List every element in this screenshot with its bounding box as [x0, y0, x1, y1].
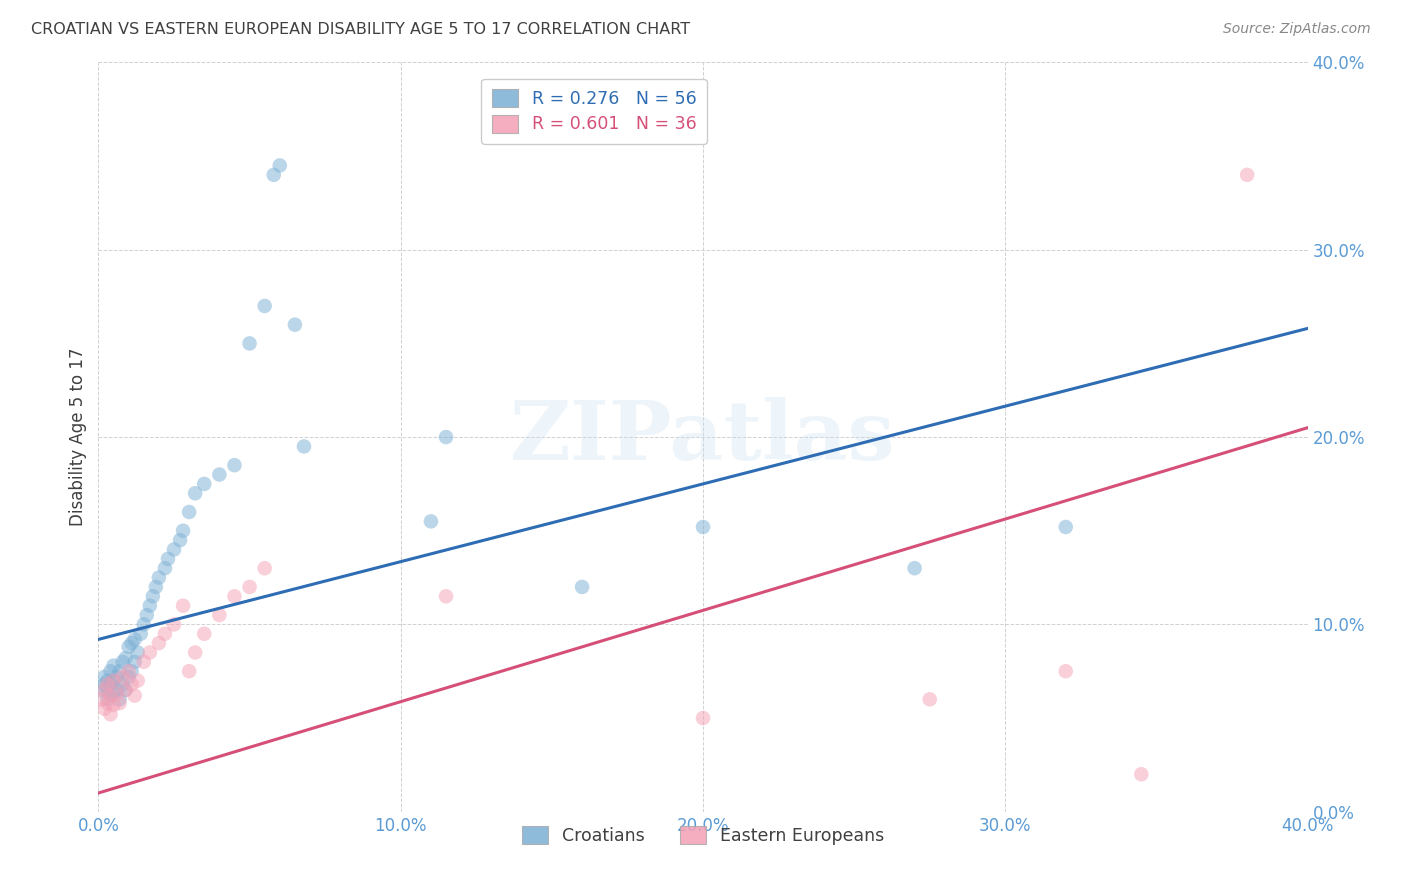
Point: [93, 701, 115, 715]
Point: [111, 677, 134, 691]
Point: [169, 533, 191, 547]
Point: [208, 608, 231, 623]
Point: [105, 670, 128, 684]
Point: [108, 692, 131, 706]
Point: [420, 514, 443, 528]
Point: [253, 561, 276, 575]
Point: [108, 664, 131, 679]
Point: [179, 505, 201, 519]
Point: [105, 687, 128, 701]
Point: [1130, 767, 1153, 781]
Point: [239, 336, 262, 351]
Point: [100, 677, 122, 691]
Point: [132, 655, 155, 669]
Point: [118, 670, 141, 684]
Text: ZIPatlas: ZIPatlas: [510, 397, 896, 477]
Y-axis label: Disability Age 5 to 17: Disability Age 5 to 17: [69, 348, 87, 526]
Text: Source: ZipAtlas.com: Source: ZipAtlas.com: [1223, 22, 1371, 37]
Point: [142, 590, 165, 604]
Point: [692, 520, 714, 534]
Point: [172, 524, 194, 538]
Point: [100, 689, 122, 703]
Point: [96, 692, 118, 706]
Point: [105, 683, 128, 698]
Point: [93, 683, 115, 698]
Point: [132, 617, 155, 632]
Point: [124, 655, 146, 669]
Point: [148, 636, 170, 650]
Point: [121, 677, 143, 691]
Point: [103, 698, 125, 712]
Point: [127, 646, 149, 660]
Point: [124, 632, 146, 647]
Point: [111, 655, 134, 669]
Point: [692, 711, 714, 725]
Point: [184, 646, 207, 660]
Point: [156, 551, 179, 566]
Point: [121, 664, 143, 679]
Point: [114, 683, 136, 698]
Point: [127, 673, 149, 688]
Point: [139, 646, 162, 660]
Point: [96, 677, 118, 691]
Point: [224, 458, 246, 473]
Point: [1236, 168, 1258, 182]
Point: [179, 664, 201, 679]
Point: [163, 617, 186, 632]
Point: [96, 683, 118, 698]
Point: [145, 580, 167, 594]
Point: [90, 683, 112, 698]
Point: [121, 636, 143, 650]
Point: [224, 590, 246, 604]
Point: [208, 467, 231, 482]
Point: [434, 430, 457, 444]
Point: [184, 486, 207, 500]
Point: [1054, 520, 1077, 534]
Point: [111, 670, 134, 684]
Point: [918, 692, 941, 706]
Point: [108, 696, 131, 710]
Point: [172, 599, 194, 613]
Point: [269, 159, 291, 173]
Point: [253, 299, 276, 313]
Point: [124, 689, 146, 703]
Point: [103, 658, 125, 673]
Point: [103, 673, 125, 688]
Point: [193, 476, 215, 491]
Point: [904, 561, 927, 575]
Point: [96, 673, 118, 688]
Point: [239, 580, 262, 594]
Point: [1054, 664, 1077, 679]
Point: [571, 580, 593, 594]
Point: [153, 626, 176, 640]
Point: [292, 440, 315, 453]
Point: [103, 673, 125, 688]
Point: [193, 626, 215, 640]
Point: [148, 571, 170, 585]
Legend: Croatians, Eastern Europeans: Croatians, Eastern Europeans: [512, 816, 894, 855]
Point: [434, 590, 457, 604]
Point: [263, 168, 285, 182]
Point: [118, 664, 141, 679]
Point: [90, 692, 112, 706]
Point: [100, 707, 122, 722]
Point: [114, 683, 136, 698]
Point: [284, 318, 307, 332]
Point: [163, 542, 186, 557]
Point: [93, 677, 115, 691]
Text: CROATIAN VS EASTERN EUROPEAN DISABILITY AGE 5 TO 17 CORRELATION CHART: CROATIAN VS EASTERN EUROPEAN DISABILITY …: [31, 22, 690, 37]
Point: [93, 670, 115, 684]
Point: [129, 626, 152, 640]
Point: [114, 651, 136, 665]
Point: [153, 561, 176, 575]
Point: [139, 599, 162, 613]
Point: [100, 664, 122, 679]
Point: [135, 608, 157, 623]
Point: [103, 687, 125, 701]
Point: [100, 689, 122, 703]
Point: [96, 696, 118, 710]
Point: [118, 640, 141, 654]
